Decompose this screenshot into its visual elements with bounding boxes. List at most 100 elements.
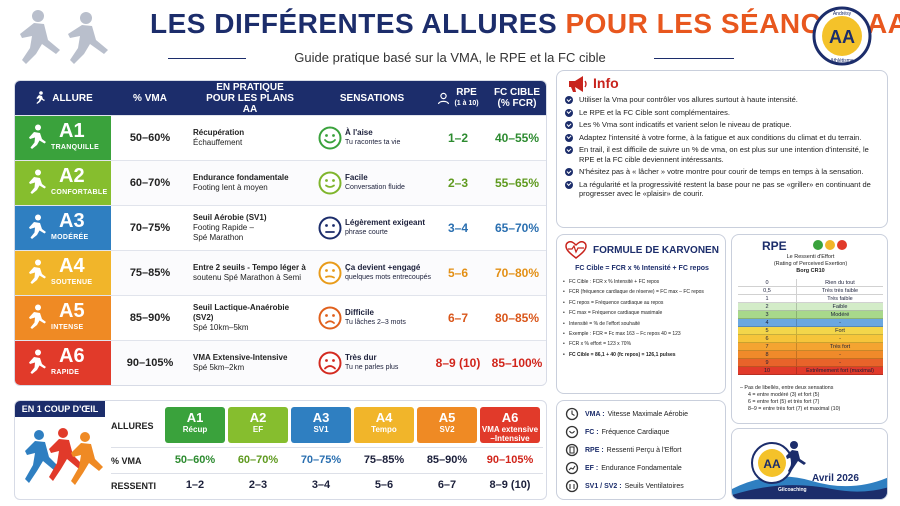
allure-code: A5: [59, 300, 85, 322]
logo-top-text: Andrésy: [833, 11, 852, 17]
table-row: A6 RAPIDE 90–105% VMA Extensive-Intensive Sp…: [15, 340, 546, 385]
rpe-scale-number: 4: [765, 320, 769, 326]
karvonen-item: FCR (fréquence cardiaque de réserve) = F…: [563, 289, 723, 296]
info-item: Adaptez l'intensité à votre forme, à la …: [565, 133, 883, 143]
heart-icon: [565, 425, 579, 439]
badge-name: Gilcoaching: [778, 487, 807, 493]
allure-label: CONFORTABLE: [51, 189, 108, 196]
coach-badge-art: AA: [732, 441, 887, 499]
glossary-abbr: SV1 / SV2 :: [585, 482, 622, 490]
allure-badge: A6 RAPIDE: [15, 341, 111, 385]
face-icon: [318, 261, 342, 285]
allure-badge: A2 CONFORTABLE: [15, 161, 111, 205]
karvonen-item: Intensité = % de l'effort souhaité: [563, 321, 723, 328]
karvonen-item: FCR x % effort = 123 x 70%: [563, 341, 723, 348]
info-title: Info: [593, 75, 619, 91]
sensation-desc: phrase courte: [345, 229, 388, 236]
rpe-scale-number: 7: [765, 344, 769, 350]
sensation-cell: À l'aise Tu racontes ta vie: [345, 116, 431, 160]
pratique-line: Footing Rapide –: [193, 223, 254, 232]
karvonen-item: FC max = Fréquence cardiaque maximale: [563, 310, 723, 317]
recap-name: SV1: [313, 425, 329, 434]
info-item: La régularité et la progressivité resten…: [565, 180, 883, 199]
recap-name: EF: [252, 425, 264, 434]
glossary-item: RPE : Ressenti Perçu à l'Effort: [565, 443, 681, 457]
header-fc-label: FC CIBLE: [493, 87, 541, 98]
recap-vma: 70–75%: [300, 454, 342, 466]
fc-value: 55–65%: [494, 176, 540, 190]
runner-icon: [29, 259, 46, 284]
glossary-abbr: RPE :: [585, 446, 604, 454]
karvonen-formula: FC Cible = FCR x % Intensité + FC repos: [575, 265, 709, 272]
pratique-cell: Récupération Échauffement: [193, 116, 308, 160]
allure-code: A6: [59, 345, 85, 367]
table-header: ALLURE % VMA EN PRATIQUE POUR LES PLANS …: [15, 81, 546, 115]
runner-icon: [29, 349, 46, 374]
chart-icon: [565, 461, 579, 475]
rpe-note-3: 8–9 = entre très fort (7) et maximal (10…: [748, 406, 841, 412]
rpe-scale-text: Fort: [796, 327, 883, 334]
rpe-scale-row: 3 Modéré: [738, 311, 883, 319]
sensation-cell: Difficile Tu lâches 2–3 mots: [345, 296, 431, 340]
allure-code: A2: [59, 165, 85, 187]
info-item: Le RPE et la FC Cible sont complémentair…: [565, 108, 883, 118]
pratique-line: Récupération: [193, 128, 245, 137]
glossary-panel: VMA : Vitesse Maximale Aérobie FC : Fréquen…: [556, 400, 726, 500]
megaphone-icon: [569, 76, 587, 92]
glossary-desc: Ressenti Perçu à l'Effort: [606, 446, 682, 454]
allure-code: A4: [59, 255, 85, 277]
face-cell: [313, 206, 347, 250]
allure-badge: A1 TRANQUILLE: [15, 116, 111, 160]
vma-value: 90–105%: [126, 357, 174, 369]
glossary-desc: Vitesse Maximale Aérobie: [607, 410, 688, 418]
badge-letters: AA: [763, 457, 781, 471]
recap-tag: EN 1 COUP D'ŒIL: [15, 401, 105, 417]
recap-ressenti: 6–7: [437, 479, 457, 491]
rpe-value: 5–6: [447, 266, 469, 280]
recap-code: A5: [438, 410, 456, 425]
allure-label: SOUTENUE: [51, 279, 93, 286]
recap-code: A1: [186, 410, 204, 425]
karvonen-item: FC repos = Fréquence cardiaque au repos: [563, 300, 723, 307]
header-fc-sub: (% FCR): [497, 98, 537, 109]
pratique-cell: Endurance fondamentale Footing lent à moy…: [193, 161, 308, 205]
face-icon: [318, 171, 342, 195]
rpe-scale-number: 5: [765, 328, 769, 334]
allure-badge: A4 SOUTENUE: [15, 251, 111, 295]
glossary-abbr: EF :: [585, 464, 599, 472]
rpe-scale-row: 4-: [738, 319, 883, 327]
info-item: N'hésitez pas à « lâcher » votre montre …: [565, 167, 883, 177]
karvonen-panel: FORMULE DE KARVONEN FC Cible = FCR x % I…: [556, 234, 726, 394]
page-title: LES DIFFÉRENTES ALLURES POUR LES SÉANCES…: [150, 8, 900, 40]
sensation-desc: Conversation fluide: [345, 184, 405, 191]
pratique-cell: Seuil Lactique-Anaérobie (SV2) Spé 10km–5…: [193, 296, 308, 340]
recap-code: A3: [312, 410, 330, 425]
recap-name: SV2: [439, 425, 455, 434]
sensation-title: Difficile: [345, 308, 374, 317]
pratique-line: Spé 10km–5km: [193, 323, 249, 332]
rpe-value: 2–3: [447, 176, 469, 190]
runners-illustration: [20, 10, 108, 64]
pratique-line: Spé 5km–2km: [193, 363, 245, 372]
sensation-cell: Légèrement exigeant phrase courte: [345, 206, 431, 250]
recap-allure-badge: A6 VMA extensive –Intensive: [480, 407, 540, 443]
recap-vma: 90–105%: [486, 454, 534, 466]
face-cell: [313, 341, 347, 385]
lungs-icon: [565, 479, 579, 493]
rpe-scale-number: 9: [765, 360, 769, 366]
rpe-scale-table: 0 Rien du tout 0,5 Très très faible 1 Très fa…: [738, 279, 883, 375]
info-item: En trail, il est difficile de suivre un …: [565, 145, 883, 164]
glossary-item: SV1 / SV2 : Seuils Ventilatoires: [565, 479, 684, 493]
recap-ressenti: 2–3: [248, 479, 268, 491]
face-icon: [318, 351, 342, 375]
rpe-scale-row: 10 Extrêmement fort (maximal): [738, 367, 883, 375]
recap-vma: 50–60%: [174, 454, 216, 466]
coach-badge: AA Avril 2026 Gilcoaching: [731, 428, 888, 500]
karvonen-list: FC Cible : FCR x % Intensité + FC repos F…: [563, 279, 723, 362]
smiley-scale-icon: [813, 240, 847, 250]
pratique-cell: Seuil Aérobie (SV1) Footing Rapide – Spé M…: [193, 206, 308, 250]
glossary-desc: Seuils Ventilatoires: [624, 482, 684, 490]
face-icon: [318, 306, 342, 330]
pratique-cell: VMA Extensive-Intensive Spé 5km–2km: [193, 341, 308, 385]
rpe-scale-text: -: [796, 335, 883, 342]
